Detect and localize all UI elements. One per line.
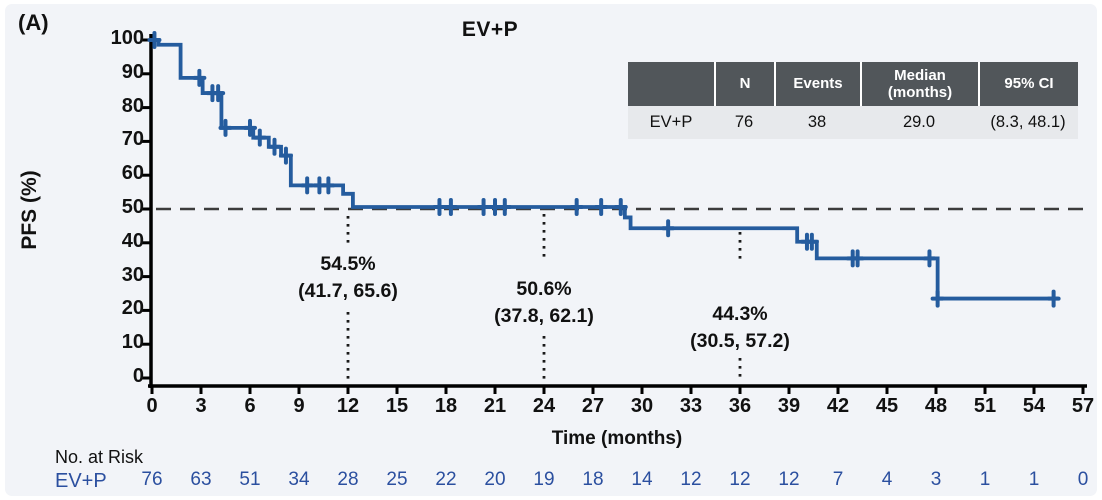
summary-header-cell [628,62,714,106]
summary-row-cell: (8.3, 48.1) [978,106,1078,139]
risk-count: 4 [881,469,893,490]
y-tick-label: 0 [132,365,144,387]
risk-count: 7 [832,469,844,490]
x-tick-label: 30 [630,395,654,417]
summary-row-cell: 29.0 [860,106,978,139]
risk-count: 19 [533,469,555,490]
x-tick-label: 51 [973,395,997,417]
x-tick-label: 33 [679,395,703,417]
y-axis-title: PFS (%) [18,170,41,250]
landmark-ci: (41.7, 65.6) [298,280,398,302]
summary-header-cell: Median (months) [860,62,978,106]
km-curve-evp [152,38,1059,301]
x-tick-label: 0 [146,395,158,417]
x-tick-label: 42 [826,395,850,417]
x-tick-label: 45 [875,395,899,417]
x-tick-label: 21 [483,395,507,417]
summary-table: N Events Median (months) 95% CI EV+P 76 38 29.… [628,62,1078,139]
risk-row-name: EV+P [55,470,107,492]
risk-count: 1 [1028,469,1040,490]
x-tick-label: 6 [244,395,256,417]
y-tick-label: 90 [121,60,144,83]
risk-count: 12 [778,469,800,490]
x-tick-label: 48 [924,395,948,417]
x-tick-label: 36 [728,395,752,417]
risk-count: 51 [239,469,261,490]
summary-row-cell: 76 [714,106,774,139]
landmark-annotation-36mo: 44.3% (30.5, 57.2) [635,301,845,355]
landmark-ci: (37.8, 62.1) [494,305,594,327]
y-tick-label: 20 [121,297,144,320]
summary-header-cell: Events [774,62,860,106]
landmark-annotation-24mo: 50.6% (37.8, 62.1) [439,276,649,330]
y-tick-label: 70 [121,128,144,151]
x-tick-label: 12 [336,395,360,417]
risk-count: 14 [631,469,653,490]
y-tick-label: 80 [121,94,144,117]
x-tick-label: 9 [293,395,305,417]
risk-count: 28 [337,469,359,490]
risk-count: 20 [484,469,506,490]
y-tick-label: 40 [121,229,144,252]
summary-row-cell: 38 [774,106,860,139]
risk-count: 12 [680,469,702,490]
summary-row-cell: EV+P [628,106,714,139]
landmark-pct: 54.5% [320,253,376,275]
risk-count: 0 [1077,469,1089,490]
x-tick-label: 54 [1022,395,1046,417]
x-tick-label: 57 [1071,395,1095,417]
summary-header-cell: N [714,62,774,106]
risk-count: 12 [729,469,751,490]
y-tick-label: 50 [121,196,144,218]
summary-table-header: N Events Median (months) 95% CI [628,62,1078,106]
landmark-annotation-12mo: 54.5% (41.7, 65.6) [243,251,453,305]
y-tick-label: 10 [121,331,144,354]
panel-label: (A) [18,10,49,35]
y-tick-label: 100 [110,27,144,49]
number-at-risk-label: No. at Risk [55,447,144,467]
y-tick-label: 30 [121,263,144,286]
x-tick-label: 15 [385,395,409,417]
chart-title: EV+P [461,18,519,41]
x-axis-title: Time (months) [551,428,683,449]
y-tick-label: 60 [121,162,144,185]
risk-count: 22 [435,469,457,490]
summary-header-cell: 95% CI [978,62,1078,106]
x-tick-label: 27 [581,395,605,417]
risk-count: 18 [582,469,604,490]
risk-count: 3 [930,469,942,490]
x-tick-label: 39 [777,395,801,417]
risk-count: 1 [979,469,991,490]
landmark-pct: 50.6% [516,278,572,300]
risk-count: 76 [141,469,163,490]
x-tick-label: 24 [532,395,556,417]
landmark-ci: (30.5, 57.2) [690,330,790,352]
risk-count: 34 [288,469,310,490]
risk-count: 25 [386,469,408,490]
x-tick-label: 18 [434,395,458,417]
risk-count: 63 [190,469,212,490]
landmark-pct: 44.3% [712,303,768,325]
x-tick-label: 3 [195,395,207,417]
summary-table-row: EV+P 76 38 29.0 (8.3, 48.1) [628,106,1078,139]
